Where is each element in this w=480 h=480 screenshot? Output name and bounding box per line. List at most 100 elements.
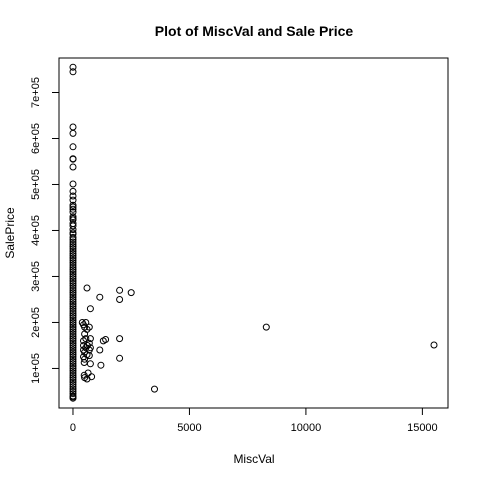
data-point xyxy=(84,369,92,377)
data-point xyxy=(69,325,77,333)
data-point xyxy=(69,312,77,320)
data-point xyxy=(69,233,77,241)
data-point xyxy=(69,351,77,359)
data-point xyxy=(69,279,77,287)
data-point xyxy=(116,354,124,362)
data-point xyxy=(116,335,124,343)
data-point xyxy=(127,289,135,297)
data-point xyxy=(69,291,77,299)
data-point xyxy=(69,371,77,379)
data-point xyxy=(69,277,77,285)
data-point xyxy=(83,284,91,292)
data-point xyxy=(69,270,77,278)
y-tick-label: 3e+05 xyxy=(30,261,42,292)
y-axis: 1e+05 2e+05 3e+05 4e+05 5e+05 6e+05 7e+05 xyxy=(30,77,60,384)
x-axis: 0 5000 10000 15000 xyxy=(70,407,438,434)
data-point xyxy=(69,300,77,308)
x-tick-label: 0 xyxy=(70,422,76,434)
data-point xyxy=(82,335,90,343)
data-point xyxy=(85,339,93,347)
data-point xyxy=(69,314,77,322)
y-tick-label: 1e+05 xyxy=(30,353,42,384)
data-point xyxy=(69,273,77,280)
data-point xyxy=(69,254,77,262)
data-point xyxy=(69,335,77,343)
data-point xyxy=(69,332,77,340)
data-point xyxy=(69,339,77,347)
x-tick-label: 5000 xyxy=(177,422,201,434)
data-point xyxy=(69,63,77,71)
data-point xyxy=(69,319,77,326)
x-tick-label: 10000 xyxy=(291,422,322,434)
data-point xyxy=(69,263,77,271)
data-points xyxy=(69,63,438,402)
data-point xyxy=(69,360,77,368)
data-point xyxy=(69,284,77,292)
data-point xyxy=(85,323,93,331)
data-point xyxy=(86,305,94,313)
data-point xyxy=(69,376,77,384)
data-point xyxy=(80,342,87,349)
data-point xyxy=(69,236,77,244)
chart-title: Plot of MiscVal and Sale Price xyxy=(155,23,354,39)
data-point xyxy=(116,296,124,303)
data-point xyxy=(88,373,96,381)
data-point xyxy=(69,394,77,402)
data-point xyxy=(69,286,77,294)
data-point xyxy=(69,155,77,163)
data-point xyxy=(81,323,89,331)
data-point xyxy=(69,381,77,388)
data-point xyxy=(69,143,77,151)
y-tick-label: 5e+05 xyxy=(30,169,42,200)
x-tick-label: 15000 xyxy=(407,422,438,434)
y-tick-label: 6e+05 xyxy=(30,123,42,154)
data-point xyxy=(69,123,77,131)
data-point xyxy=(102,336,110,343)
data-point xyxy=(69,330,77,338)
data-point xyxy=(69,289,77,297)
data-point xyxy=(69,328,77,336)
data-point xyxy=(69,261,77,269)
data-point xyxy=(69,309,77,317)
data-point xyxy=(69,342,77,349)
data-point xyxy=(69,353,77,361)
data-point xyxy=(69,245,77,253)
data-point xyxy=(69,323,77,331)
data-point xyxy=(86,360,94,368)
data-point xyxy=(69,268,77,276)
data-point xyxy=(69,383,77,391)
data-point xyxy=(69,374,77,382)
data-point xyxy=(97,361,105,369)
data-point xyxy=(69,348,77,356)
y-axis-label: SalePrice xyxy=(3,207,17,259)
data-point xyxy=(69,226,77,234)
data-point xyxy=(69,163,77,171)
data-point xyxy=(151,385,158,393)
data-point xyxy=(96,293,104,301)
data-point xyxy=(69,337,77,345)
data-point xyxy=(69,192,77,200)
data-point xyxy=(85,352,93,360)
data-point xyxy=(69,250,77,257)
data-point xyxy=(69,266,77,274)
data-point xyxy=(69,364,77,372)
data-point xyxy=(69,275,77,283)
data-point xyxy=(69,307,77,315)
y-tick-label: 7e+05 xyxy=(30,77,42,108)
y-tick-label: 2e+05 xyxy=(30,307,42,338)
data-point xyxy=(69,247,77,255)
data-point xyxy=(69,302,77,310)
data-point xyxy=(69,68,77,76)
data-point xyxy=(82,319,90,326)
data-point xyxy=(69,305,77,313)
data-point xyxy=(69,296,77,303)
data-point xyxy=(69,187,77,195)
data-point xyxy=(69,196,77,204)
data-point xyxy=(116,286,124,294)
x-axis-label: MiscVal xyxy=(233,452,274,466)
data-point xyxy=(83,325,91,333)
data-point xyxy=(96,346,104,354)
plot-frame xyxy=(58,57,449,409)
data-point xyxy=(69,390,77,398)
